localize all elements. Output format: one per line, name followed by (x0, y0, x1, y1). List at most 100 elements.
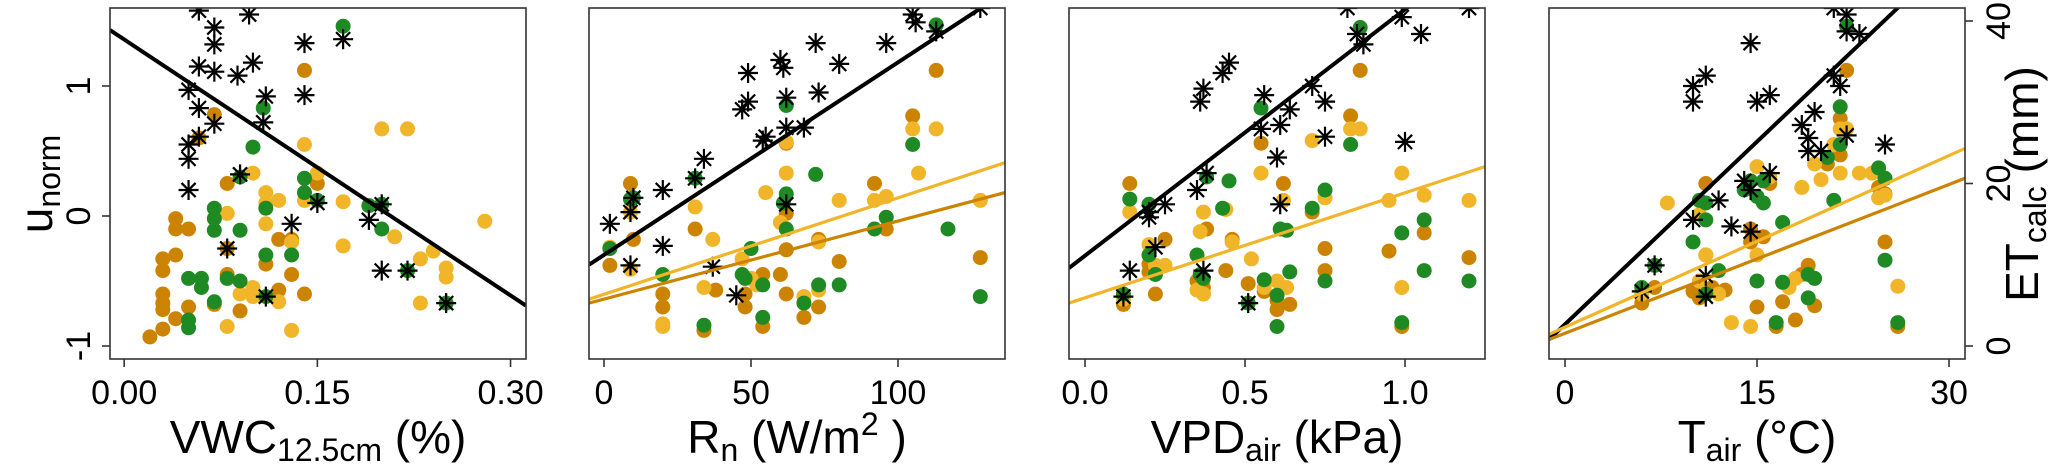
y-tick-label-left: 1 (60, 77, 98, 96)
point-asterisk (1270, 115, 1291, 135)
point-green (831, 277, 847, 293)
point-asterisk (652, 180, 673, 200)
point-asterisk (732, 99, 753, 120)
left-axis-title-main: u (10, 208, 62, 234)
point-asterisk (1113, 286, 1134, 307)
left-axis-title-sub: norm (31, 135, 67, 208)
point-dark-orange (655, 286, 671, 302)
point-asterisk (1708, 190, 1729, 211)
point-dark-orange (271, 231, 287, 247)
point-yellow (1416, 187, 1432, 203)
point-yellow (1243, 251, 1259, 267)
point-dark-orange (181, 221, 197, 237)
point-asterisk (1759, 85, 1780, 106)
point-green (878, 209, 894, 225)
point-dark-orange (708, 282, 724, 298)
x-axis-title-main: VWC (170, 411, 277, 463)
point-green (1698, 212, 1714, 228)
point-green (258, 247, 274, 263)
point-yellow (400, 121, 416, 137)
point-asterisk (1270, 194, 1291, 215)
right-axis-title-main: ET (1996, 243, 2048, 302)
x-tick-label: 0 (595, 374, 614, 412)
point-yellow (1394, 280, 1410, 295)
point-asterisk (829, 53, 850, 74)
point-asterisk (1823, 8, 1844, 18)
point-green (193, 280, 209, 295)
point-asterisk (1219, 52, 1239, 73)
point-dark-orange (284, 267, 300, 282)
point-asterisk (620, 202, 641, 223)
x-tick-label: 0.00 (91, 374, 157, 412)
point-dark-orange (1275, 176, 1291, 191)
point-asterisk (1337, 8, 1358, 18)
x-axis-title-vwc: VWC12.5cm (%) (170, 411, 467, 468)
point-dark-orange (687, 221, 703, 237)
point-green (1317, 182, 1333, 198)
point-dark-orange (772, 267, 788, 282)
point-asterisk (188, 98, 209, 119)
point-yellow (271, 192, 287, 208)
point-asterisk (1683, 209, 1703, 230)
point-asterisk (1193, 260, 1214, 281)
point-dark-orange (1147, 286, 1163, 302)
point-yellow (335, 194, 351, 210)
point-asterisk (242, 52, 263, 73)
point-green (258, 200, 274, 216)
x-axis-title-rn: Rn (W/m2 ) (687, 406, 907, 468)
point-yellow (245, 280, 261, 295)
point-dark-orange (1352, 62, 1368, 78)
point-yellow (412, 295, 428, 311)
point-asterisk (1145, 237, 1166, 258)
point-asterisk (294, 33, 315, 54)
point-asterisk (1644, 255, 1665, 276)
regression-line-dark-orange (589, 191, 1005, 305)
point-dark-orange (831, 254, 847, 269)
point-asterisk (1798, 128, 1819, 148)
point-yellow (905, 121, 921, 137)
point-asterisk (902, 8, 923, 25)
point-asterisk (1695, 286, 1716, 307)
point-green (811, 277, 827, 293)
point-green (972, 289, 988, 305)
point-green (1832, 137, 1848, 152)
x-tick-label: 30 (1930, 374, 1968, 412)
y-tick-label-left: 0 (60, 207, 98, 226)
point-dark-orange (168, 311, 184, 327)
point-asterisk (1811, 141, 1831, 161)
point-green (1269, 287, 1285, 303)
y-tick-label-right: 20 (1980, 165, 2018, 203)
point-asterisk (371, 260, 392, 281)
point-asterisk (255, 86, 276, 107)
point-dark-orange (155, 251, 171, 267)
regression-line-yellow (1069, 165, 1485, 305)
point-yellow (1723, 315, 1739, 331)
x-tick-label: 15 (1738, 374, 1776, 412)
point-green (232, 222, 248, 238)
point-dark-orange (168, 221, 184, 237)
point-asterisk (307, 193, 328, 213)
regression-line-asterisk (1549, 8, 1901, 341)
regression-line-yellow (589, 161, 1005, 301)
point-dark-orange (1749, 299, 1765, 315)
point-yellow (705, 231, 721, 247)
point-yellow (1743, 319, 1759, 334)
point-green (1394, 315, 1410, 331)
point-asterisk (1254, 85, 1275, 106)
point-asterisk (188, 8, 209, 21)
point-asterisk (1836, 8, 1857, 25)
x-tick-label: 0.5 (1221, 374, 1268, 412)
point-dark-orange (1381, 243, 1397, 259)
point-green (1461, 273, 1477, 289)
point-green (206, 222, 222, 238)
y-tick-label-left: -1 (60, 331, 98, 361)
point-dark-orange (1317, 263, 1333, 279)
plot-frame (588, 7, 1006, 360)
point-yellow (232, 286, 248, 302)
point-dark-orange (622, 176, 638, 191)
point-green (808, 166, 824, 182)
point-dark-orange (972, 250, 988, 266)
point-asterisk (204, 61, 225, 82)
x-axis-title-sup: 2 (861, 406, 879, 442)
point-yellow (296, 137, 312, 152)
